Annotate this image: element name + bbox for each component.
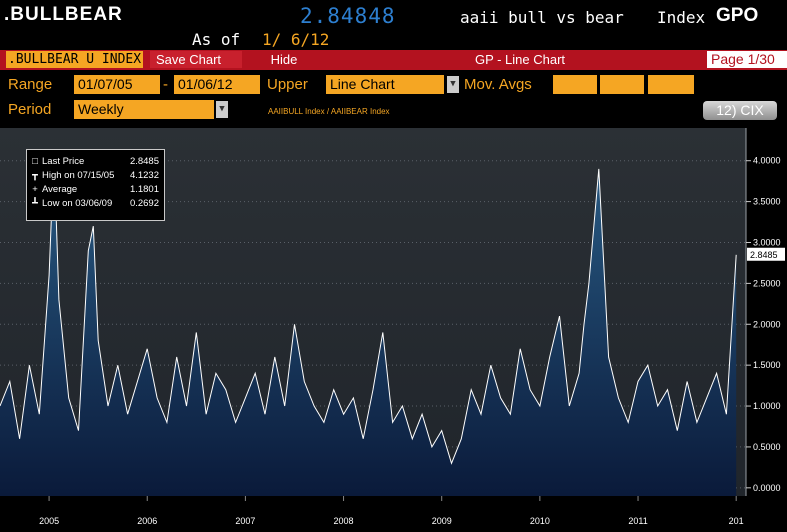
range-label: Range: [8, 76, 53, 93]
function-code: GPO: [716, 5, 759, 26]
legend-average-value: 1.1801: [129, 184, 159, 195]
legend-low-value: 0.2692: [129, 198, 159, 209]
last-value-label: 2.8485: [750, 250, 778, 260]
legend-average: + Average 1.1801: [30, 184, 162, 196]
x-tick-label: 2006: [137, 516, 157, 526]
average-marker-icon: +: [32, 184, 38, 195]
high-marker-icon: ┳: [32, 170, 38, 181]
legend-last-price-label: Last Price: [42, 156, 85, 167]
period-select[interactable]: Weekly: [74, 100, 214, 119]
chart-legend: □ Last Price 2.8485 ┳ High on 07/15/05 4…: [26, 149, 165, 221]
y-tick-label: 3.5000: [753, 197, 781, 207]
legend-low: ┻ Low on 03/06/09 0.2692: [30, 198, 162, 210]
mov-avg-field-2[interactable]: [600, 75, 644, 94]
square-icon: □: [32, 156, 38, 167]
period-dropdown-arrow-icon[interactable]: ▼: [216, 101, 228, 118]
legend-high: ┳ High on 07/15/05 4.1232: [30, 170, 162, 182]
x-tick-label: 2005: [39, 516, 59, 526]
security-description: aaii bull vs bear: [460, 8, 624, 27]
legend-high-value: 4.1232: [129, 170, 159, 181]
x-tick-label: 2008: [334, 516, 354, 526]
y-tick-label: 0.0000: [753, 483, 781, 493]
security-field[interactable]: .BULLBEAR U INDEX: [6, 51, 143, 68]
last-value-marker: [747, 247, 785, 261]
low-marker-icon: ┻: [32, 198, 38, 209]
y-tick-label: 3.0000: [753, 237, 781, 247]
legend-last-price: □ Last Price 2.8485: [30, 156, 162, 168]
range-start-field[interactable]: 01/07/05: [74, 75, 160, 94]
save-chart-button[interactable]: Save Chart: [150, 51, 242, 68]
x-tick-label: 2010: [530, 516, 550, 526]
x-tick-label: 2007: [235, 516, 255, 526]
chart-function-title: GP - Line Chart: [474, 52, 566, 67]
mov-avg-field-3[interactable]: [648, 75, 694, 94]
as-of-label: As of: [192, 30, 241, 49]
legend-average-label: Average: [42, 184, 78, 195]
upper-label: Upper: [267, 76, 308, 93]
y-tick-label: 1.5000: [753, 360, 781, 370]
ticker-symbol: .BULLBEAR: [4, 4, 123, 25]
mov-avgs-label: Mov. Avgs: [464, 76, 532, 93]
range-separator: -: [163, 76, 168, 93]
legend-last-price-value: 2.8485: [129, 156, 159, 167]
x-tick-label: 2011: [628, 516, 647, 526]
range-end-field[interactable]: 01/06/12: [174, 75, 260, 94]
series-area: [0, 150, 737, 496]
x-tick-label: 201: [729, 516, 744, 526]
page-indicator: Page 1/30: [707, 51, 787, 68]
y-tick-label: 2.0000: [753, 319, 781, 329]
period-label: Period: [8, 101, 52, 118]
cix-button[interactable]: 12) CIX: [703, 101, 777, 120]
index-label: Index: [657, 8, 706, 27]
y-tick-label: 0.5000: [753, 442, 781, 452]
upper-dropdown-arrow-icon[interactable]: ▼: [447, 76, 459, 93]
last-price: 2.84848: [300, 4, 396, 28]
as-of-date: 1/ 6/12: [262, 30, 330, 49]
y-tick-label: 1.0000: [753, 401, 781, 411]
y-tick-label: 4.0000: [753, 156, 781, 166]
mov-avg-field-1[interactable]: [553, 75, 597, 94]
series-line: [0, 150, 737, 465]
hide-button[interactable]: Hide: [270, 52, 298, 67]
legend-high-label: High on 07/15/05: [42, 170, 115, 181]
x-tick-label: 2009: [432, 516, 452, 526]
legend-low-label: Low on 03/06/09: [42, 198, 113, 209]
chart-sublabel: AAIIBULL Index / AAIIBEAR Index: [268, 107, 390, 116]
upper-chart-select[interactable]: Line Chart: [326, 75, 444, 94]
y-tick-label: 2.5000: [753, 278, 781, 288]
